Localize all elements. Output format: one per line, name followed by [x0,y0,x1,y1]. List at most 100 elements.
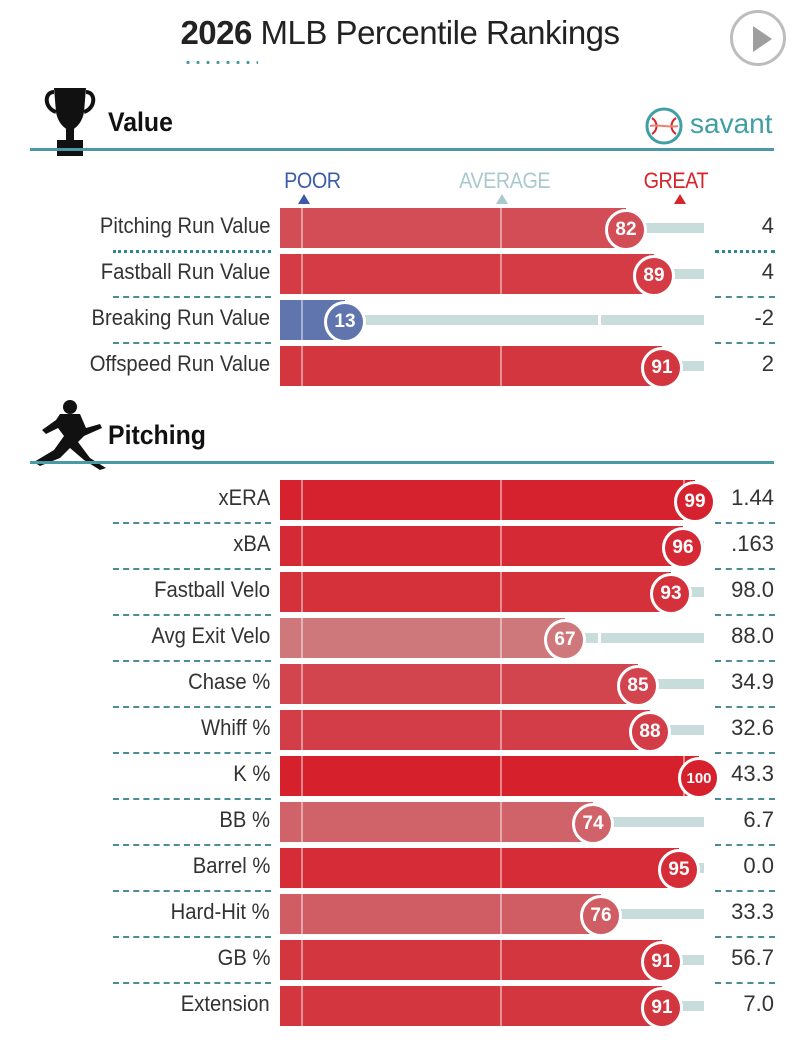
percentile-bar [280,480,695,520]
row-separator [715,296,775,298]
bar-gridline [301,940,304,980]
percentile-bubble: 91 [641,941,683,983]
scale-average-arrow [496,194,508,204]
metric-label: GB % [217,945,270,970]
percentile-bubble: 89 [633,255,675,297]
percentile-bar [280,940,662,980]
percentile-bar [280,894,601,934]
bar-gridline [500,756,503,796]
row-separator [113,890,271,892]
table-row: BB % 74 6.7 [0,802,808,848]
metric-value: 98.0 [731,577,774,602]
scale-great-arrow [674,194,686,204]
percentile-bar [280,848,679,888]
percentile-bar [280,710,650,750]
row-separator [113,706,271,708]
row-separator [715,250,775,253]
table-row: Fastball Run Value 89 4 [0,254,808,300]
bar-gridline [301,710,304,750]
percentile-bar [280,208,626,248]
metric-value: 33.3 [731,899,774,924]
bar-track [638,679,704,689]
row-separator [715,844,775,846]
bar-gridline [301,986,304,1026]
row-separator [113,936,271,938]
bar-gridline [301,618,304,658]
metric-value: 1.44 [731,485,774,510]
bar-gridline [500,802,503,842]
bar-gridline [301,526,304,566]
section-title-value: Value [108,107,173,137]
row-separator [113,614,271,616]
percentile-bar [280,756,699,796]
baseball-icon [645,107,683,145]
pitcher-icon [34,400,106,470]
bar-gridline [500,986,503,1026]
bar-gridline [301,254,304,294]
scale-poor-arrow [298,194,310,204]
table-row: Chase % 85 34.9 [0,664,808,710]
table-row: Extension 91 7.0 [0,986,808,1032]
metric-label: Chase % [187,669,270,694]
table-row: Breaking Run Value 13 -2 [0,300,808,346]
metric-value: .163 [731,531,774,556]
metric-label: Fastball Run Value [100,259,270,284]
row-separator [113,568,271,570]
percentile-bubble: 67 [544,619,586,661]
table-row: K % 100 43.3 [0,756,808,802]
metric-label: Pitching Run Value [99,213,270,238]
bar-track [662,1001,704,1011]
percentile-bar [280,572,671,612]
row-separator [715,342,775,344]
metric-value: -2 [754,305,774,330]
row-separator [715,660,775,662]
metric-label: Extension [181,991,270,1016]
metric-value: 4 [761,213,774,238]
row-separator [113,296,271,298]
title-year: 2026 [180,14,252,51]
percentile-bubble: 95 [658,849,700,891]
bar-gridline [500,940,503,980]
scale-average: AVERAGE [459,168,551,193]
table-row: Pitching Run Value 82 4 [0,208,808,254]
section-title-pitching: Pitching [108,420,206,450]
metric-value: 7.0 [743,991,774,1016]
percentile-bubble: 13 [324,301,366,343]
row-separator [715,982,775,984]
bar-track [593,817,704,827]
row-separator [715,706,775,708]
bar-gridline [500,480,503,520]
metric-value: 34.9 [731,669,774,694]
metric-label: Hard-Hit % [171,899,270,924]
bar-gridline [301,300,304,340]
track-tick [598,633,601,643]
bar-track [626,223,704,233]
bar-gridline [301,208,304,248]
savant-brand[interactable]: savant [690,108,773,139]
section-rule-value [30,148,774,151]
metric-label: Whiff % [200,715,270,740]
row-separator [113,798,271,800]
percentile-bubble: 91 [641,987,683,1029]
metric-value: 88.0 [731,623,774,648]
table-row: Barrel % 95 0.0 [0,848,808,894]
row-separator [715,568,775,570]
table-row: xERA 99 1.44 [0,480,808,526]
row-separator [113,250,271,253]
track-tick [598,315,601,325]
bar-gridline [301,848,304,888]
metric-value: 43.3 [731,761,774,786]
section-rule-pitching [30,461,774,464]
percentile-bubble: 82 [605,209,647,251]
play-button[interactable] [730,10,786,66]
metric-value: 32.6 [731,715,774,740]
metric-value: 6.7 [743,807,774,832]
row-separator [715,936,775,938]
percentile-bubble: 85 [617,665,659,707]
bar-track [565,633,704,643]
percentile-bar [280,802,593,842]
scale-great: GREAT [643,168,709,193]
table-row: xBA 96 .163 [0,526,808,572]
row-separator [715,614,775,616]
table-row: GB % 91 56.7 [0,940,808,986]
